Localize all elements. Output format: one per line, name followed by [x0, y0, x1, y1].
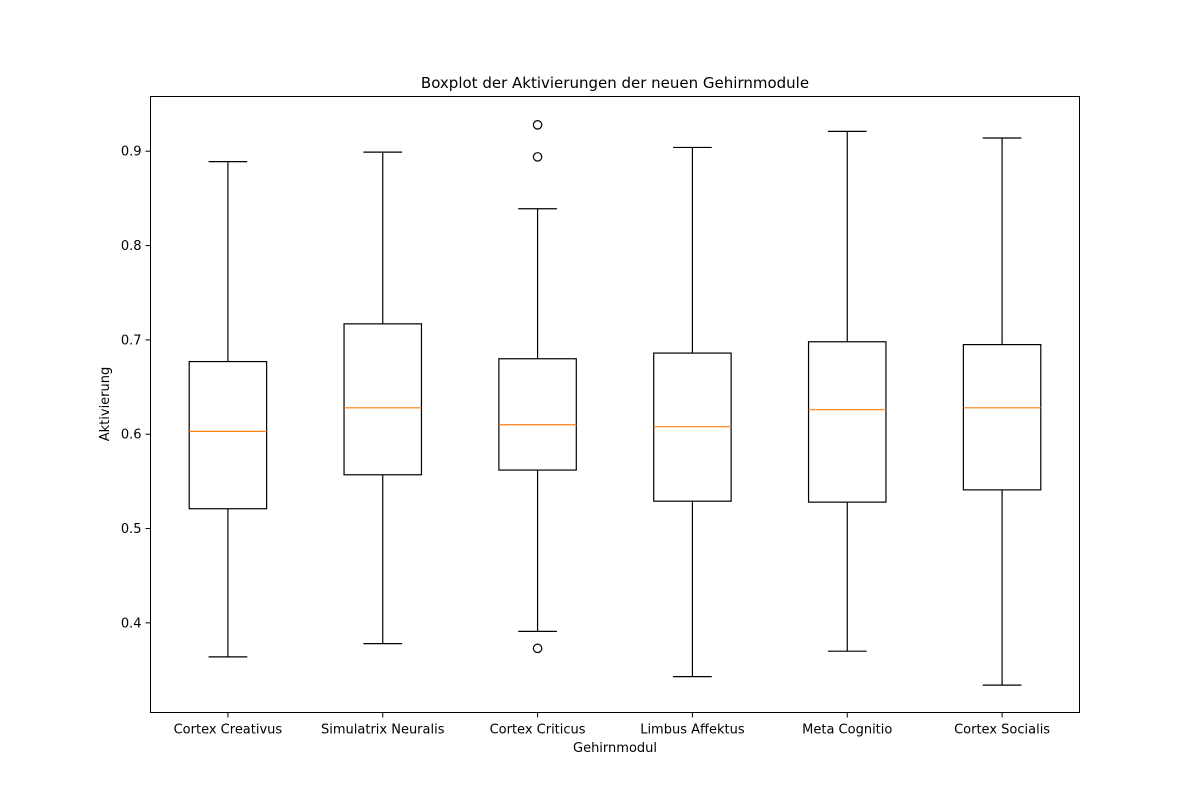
y-axis-label: Aktivierung: [98, 367, 113, 442]
x-tick-label: Simulatrix Neuralis: [321, 723, 445, 738]
box-group: [962, 137, 1042, 686]
plot-marks: [188, 120, 1042, 686]
plot-frame: [150, 96, 1080, 713]
x-axis-label: Gehirnmodul: [573, 741, 657, 756]
y-tick-label: 0.6: [121, 428, 142, 443]
y-tick-label: 0.7: [121, 333, 142, 348]
outlier-point: [532, 120, 543, 130]
box-group: [498, 120, 577, 654]
iqr-box: [498, 358, 577, 471]
box-group: [188, 160, 268, 658]
x-tick-label: Limbus Affektus: [640, 723, 745, 738]
y-tick-label: 0.8: [121, 239, 142, 254]
outlier-point: [532, 152, 543, 162]
iqr-box: [188, 360, 268, 510]
box-group: [343, 151, 423, 645]
y-tick-label: 0.5: [121, 522, 142, 537]
x-tick-label: Cortex Criticus: [490, 723, 586, 738]
outlier-point: [532, 643, 543, 654]
chart-title: Boxplot der Aktivierungen der neuen Gehi…: [421, 74, 809, 92]
axis-ticks: Cortex Creativus Simulatrix Neuralis Corte…: [121, 145, 1050, 738]
y-tick-label: 0.9: [121, 145, 142, 160]
x-tick-label: Meta Cognitio: [802, 723, 892, 738]
x-tick-label: Cortex Creativus: [174, 723, 283, 738]
box-group: [807, 130, 887, 652]
iqr-box: [962, 343, 1042, 491]
box-group: [653, 146, 732, 678]
iqr-box: [807, 341, 887, 503]
y-tick-label: 0.4: [121, 616, 142, 631]
x-tick-label: Cortex Socialis: [954, 723, 1050, 738]
iqr-box: [343, 323, 423, 476]
